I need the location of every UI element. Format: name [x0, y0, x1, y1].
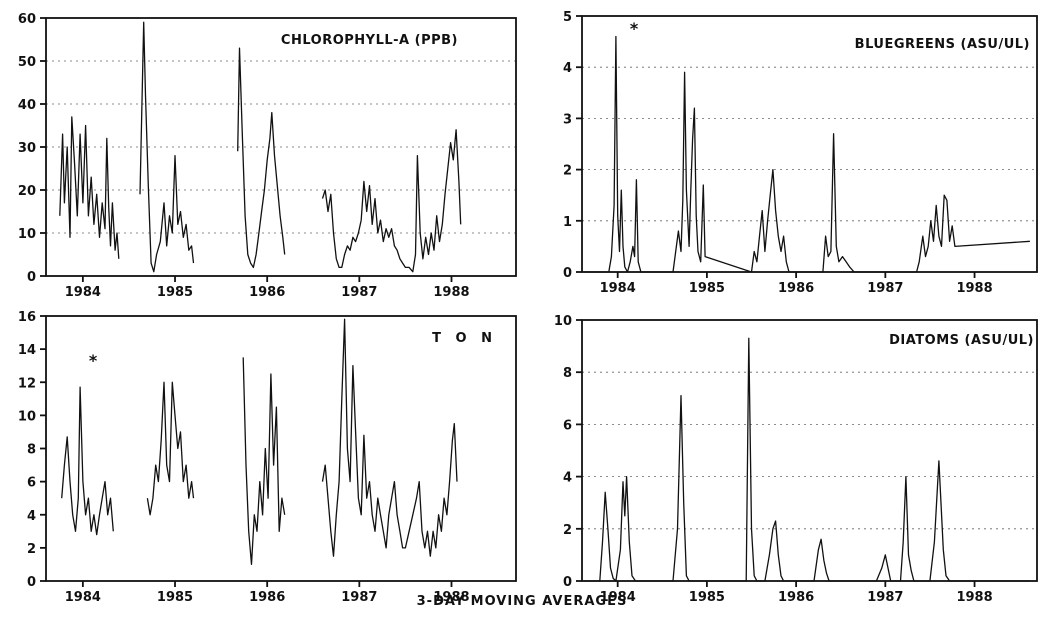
y-tick-label-diatoms-2: 2 — [563, 523, 572, 538]
chart-panel-ton: 0 2 4 6 8 10 12 14 16 1984 1985 1986 1987 1988 T O N * — [18, 310, 517, 605]
y-tick-label-ton-16: 16 — [18, 310, 36, 325]
y-tick-label-chlorophyll-30: 30 — [18, 141, 36, 156]
x-tick-label-ton-1986: 1986 — [249, 590, 285, 605]
series-line-chlorophyll-segment-3 — [321, 129, 462, 273]
series-line-chlorophyll-segment-1 — [139, 21, 195, 273]
x-tick-label-bluegreens-1985: 1985 — [689, 281, 725, 296]
y-tick-label-diatoms-6: 6 — [563, 418, 572, 433]
plot-frame-diatoms — [581, 319, 1038, 582]
y-tick-label-bluegreens-1: 1 — [563, 215, 572, 230]
series-line-ton-segment-3 — [321, 318, 458, 557]
x-tick-label-ton-1985: 1985 — [157, 590, 193, 605]
y-tick-label-diatoms-8: 8 — [563, 366, 572, 381]
y-tick-label-diatoms-0: 0 — [563, 575, 572, 590]
y-tick-label-ton-14: 14 — [18, 343, 36, 358]
y-tick-label-bluegreens-0: 0 — [563, 266, 572, 281]
y-tick-label-ton-12: 12 — [18, 376, 36, 391]
series-line-chlorophyll-segment-2 — [237, 47, 286, 269]
plot-frame-ton — [45, 315, 517, 582]
series-line-ton-segment-0 — [61, 386, 114, 536]
x-tick-label-chlorophyll-1984: 1984 — [65, 285, 101, 300]
x-tick-label-diatoms-1987: 1987 — [867, 590, 903, 605]
x-tick-label-ton-1987: 1987 — [341, 590, 377, 605]
annotation-asterisk-ton: * — [89, 351, 98, 370]
y-tick-label-diatoms-4: 4 — [563, 471, 572, 486]
figure-caption: 3-DAY MOVING AVERAGES — [416, 594, 628, 609]
y-tick-label-chlorophyll-20: 20 — [18, 184, 36, 199]
y-tick-label-bluegreens-4: 4 — [563, 61, 572, 76]
y-tick-label-diatoms-10: 10 — [554, 314, 572, 329]
chart-title-bluegreens: BLUEGREENS (ASU/UL) — [855, 37, 1030, 52]
y-tick-label-ton-0: 0 — [27, 575, 36, 590]
y-tick-label-chlorophyll-0: 0 — [27, 270, 36, 285]
y-tick-label-ton-10: 10 — [18, 409, 36, 424]
series-line-ton-segment-2 — [242, 357, 286, 566]
y-tick-label-chlorophyll-50: 50 — [18, 55, 36, 70]
chart-panel-bluegreens: 0 1 2 3 4 5 1984 1985 1986 1987 1988 BLUEGREENS (AS… — [563, 10, 1038, 296]
y-tick-label-ton-2: 2 — [27, 542, 36, 557]
chart-panel-diatoms: 0 2 4 6 8 10 1984 1985 1986 1987 1988 DIATOMS (ASU/… — [554, 314, 1038, 605]
x-tick-label-diatoms-1984: 1984 — [600, 590, 636, 605]
annotation-asterisk-bluegreens: * — [630, 19, 639, 38]
x-tick-label-diatoms-1988: 1988 — [956, 590, 992, 605]
series-line-bluegreens-segment-0 — [583, 35, 1030, 273]
x-tick-label-chlorophyll-1987: 1987 — [341, 285, 377, 300]
y-tick-label-bluegreens-5: 5 — [563, 10, 572, 25]
x-tick-label-ton-1988: 1988 — [433, 590, 469, 605]
plot-frame-bluegreens — [581, 15, 1038, 273]
y-tick-label-bluegreens-2: 2 — [563, 164, 572, 179]
chart-panel-chlorophyll: 0 10 20 30 40 50 60 1984 1985 1986 1987 1988 CHLOROP… — [18, 12, 517, 300]
x-tick-label-diatoms-1986: 1986 — [778, 590, 814, 605]
x-tick-label-diatoms-1985: 1985 — [689, 590, 725, 605]
y-tick-label-chlorophyll-10: 10 — [18, 227, 36, 242]
y-tick-label-bluegreens-3: 3 — [563, 112, 572, 127]
x-tick-label-chlorophyll-1986: 1986 — [249, 285, 285, 300]
series-line-diatoms-segment-0 — [583, 337, 1030, 582]
series-line-chlorophyll-segment-0 — [59, 116, 120, 259]
y-tick-label-ton-4: 4 — [27, 509, 36, 524]
y-tick-label-ton-8: 8 — [27, 443, 36, 458]
x-tick-label-bluegreens-1988: 1988 — [956, 281, 992, 296]
x-tick-label-bluegreens-1984: 1984 — [600, 281, 636, 296]
chart-title-chlorophyll: CHLOROPHYLL-A (PPB) — [281, 33, 458, 48]
chart-title-diatoms: DIATOMS (ASU/UL) — [889, 333, 1034, 348]
y-tick-label-chlorophyll-60: 60 — [18, 12, 36, 27]
chart-title-ton: T O N — [432, 331, 497, 346]
x-tick-label-chlorophyll-1985: 1985 — [157, 285, 193, 300]
x-tick-label-chlorophyll-1988: 1988 — [433, 285, 469, 300]
series-line-ton-segment-1 — [146, 381, 195, 516]
x-tick-label-bluegreens-1986: 1986 — [778, 281, 814, 296]
y-tick-label-ton-6: 6 — [27, 476, 36, 491]
x-tick-label-bluegreens-1987: 1987 — [867, 281, 903, 296]
x-tick-label-ton-1984: 1984 — [65, 590, 101, 605]
y-tick-label-chlorophyll-40: 40 — [18, 98, 36, 113]
